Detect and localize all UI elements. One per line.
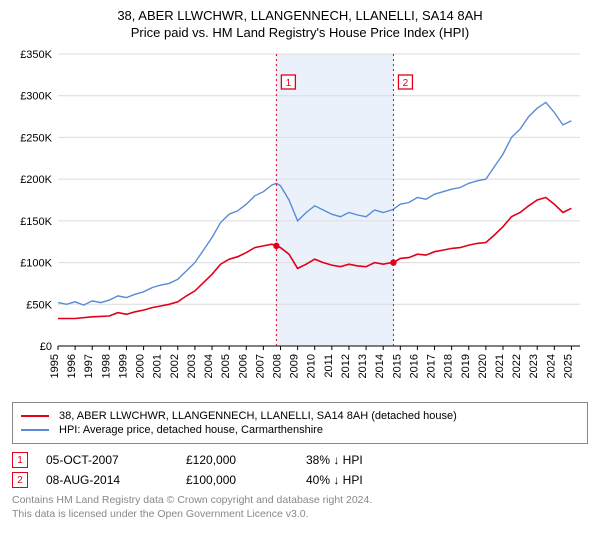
legend-label: HPI: Average price, detached house, Carm… — [59, 424, 323, 436]
x-tick-label: 1999 — [117, 354, 129, 378]
x-tick-label: 2023 — [528, 354, 540, 378]
sale-date: 05-OCT-2007 — [46, 453, 186, 467]
line-chart-svg: £0 £50K £100K £150K £200K £250K £300K £350K 1995… — [12, 46, 588, 396]
x-tick-label: 2020 — [477, 354, 489, 378]
x-tick-label: 2007 — [254, 354, 266, 378]
title-subtitle: Price paid vs. HM Land Registry's House … — [12, 25, 588, 40]
x-tick-label: 1996 — [66, 354, 78, 378]
y-tick-label: £250K — [20, 132, 52, 144]
sales-table: 1 05-OCT-2007£120,00038% ↓ HPI 2 08-AUG-201… — [12, 452, 588, 488]
x-tick-label: 2019 — [460, 354, 472, 378]
chart-area: £0 £50K £100K £150K £200K £250K £300K £350K 1995… — [12, 46, 588, 396]
sale-price: £100,000 — [186, 473, 306, 487]
shaded-band — [276, 54, 393, 346]
x-tick-label: 2013 — [357, 354, 369, 378]
x-tick-label: 2001 — [152, 354, 164, 378]
y-tick-label: £350K — [20, 49, 52, 61]
legend-label: 38, ABER LLWCHWR, LLANGENNECH, LLANELLI,… — [59, 410, 457, 422]
x-tick-label: 2012 — [340, 354, 352, 378]
event-marker-num: 1 — [286, 78, 292, 89]
sale-marker: 2 — [12, 472, 28, 488]
x-tick-label: 2017 — [426, 354, 438, 378]
y-tick-label: £300K — [20, 91, 52, 103]
x-tick-label: 2008 — [271, 354, 283, 378]
event-point — [390, 259, 396, 265]
sale-delta: 38% ↓ HPI — [306, 453, 426, 467]
y-tick-label: £0 — [40, 341, 52, 353]
x-tick-label: 2004 — [203, 354, 215, 378]
y-tick-label: £100K — [20, 258, 52, 270]
y-tick-label: £200K — [20, 174, 52, 186]
x-tick-label: 2009 — [289, 354, 301, 378]
legend-row: HPI: Average price, detached house, Carm… — [21, 424, 579, 436]
x-tick-label: 1998 — [100, 354, 112, 378]
x-tick-label: 2015 — [391, 354, 403, 378]
sale-delta: 40% ↓ HPI — [306, 473, 426, 487]
sale-date: 08-AUG-2014 — [46, 473, 186, 487]
event-marker-num: 2 — [403, 78, 409, 89]
x-tick-label: 2006 — [237, 354, 249, 378]
legend-swatch — [21, 429, 49, 431]
x-tick-label: 2000 — [135, 354, 147, 378]
x-tick-label: 2016 — [408, 354, 420, 378]
x-tick-label: 2025 — [562, 354, 574, 378]
x-tick-label: 2002 — [169, 354, 181, 378]
sales-row: 1 05-OCT-2007£120,00038% ↓ HPI — [12, 452, 588, 468]
x-tick-label: 1995 — [49, 354, 61, 378]
title-address: 38, ABER LLWCHWR, LLANGENNECH, LLANELLI,… — [12, 8, 588, 23]
chart-container: 38, ABER LLWCHWR, LLANGENNECH, LLANELLI,… — [0, 0, 600, 529]
x-tick-label: 2022 — [511, 354, 523, 378]
x-tick-label: 1997 — [83, 354, 95, 378]
x-tick-label: 2014 — [374, 354, 386, 378]
x-tick-label: 2024 — [545, 354, 557, 378]
sale-price: £120,000 — [186, 453, 306, 467]
footer-line2: This data is licensed under the Open Gov… — [12, 508, 588, 522]
sale-marker: 1 — [12, 452, 28, 468]
legend-row: 38, ABER LLWCHWR, LLANGENNECH, LLANELLI,… — [21, 410, 579, 422]
footer-attribution: Contains HM Land Registry data © Crown c… — [12, 494, 588, 521]
x-tick-label: 2010 — [306, 354, 318, 378]
y-tick-label: £150K — [20, 216, 52, 228]
y-tick-label: £50K — [26, 299, 52, 311]
x-tick-label: 2005 — [220, 354, 232, 378]
sales-row: 2 08-AUG-2014£100,00040% ↓ HPI — [12, 472, 588, 488]
footer-line1: Contains HM Land Registry data © Crown c… — [12, 494, 588, 508]
legend-box: 38, ABER LLWCHWR, LLANGENNECH, LLANELLI,… — [12, 402, 588, 444]
legend-swatch — [21, 415, 49, 417]
x-tick-label: 2018 — [443, 354, 455, 378]
x-tick-label: 2021 — [494, 354, 506, 378]
x-tick-label: 2003 — [186, 354, 198, 378]
event-point — [273, 243, 279, 249]
title-block: 38, ABER LLWCHWR, LLANGENNECH, LLANELLI,… — [12, 8, 588, 40]
x-tick-label: 2011 — [323, 354, 335, 378]
